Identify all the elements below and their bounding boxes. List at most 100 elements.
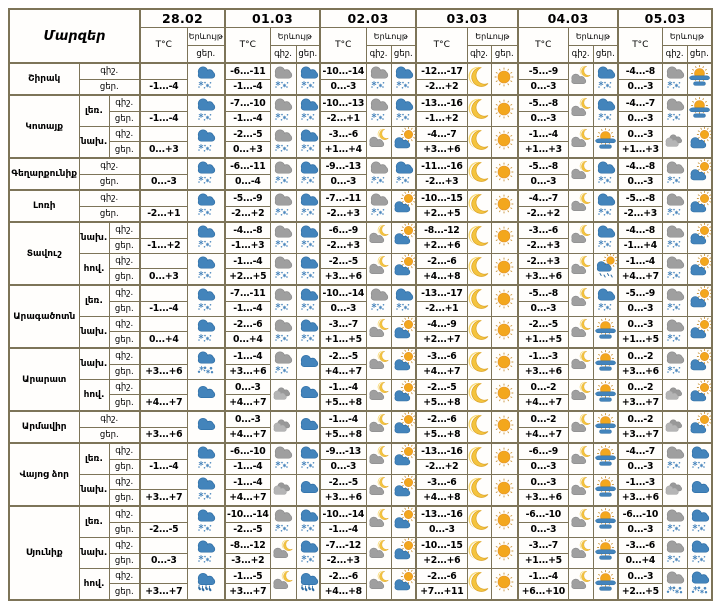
day-temp-cell: +2...+6 xyxy=(415,237,468,255)
day-temp-cell: +5...+8 xyxy=(319,426,367,444)
night-temp-cell: -10...-15 xyxy=(415,537,468,554)
partly-cloudy-day-icon xyxy=(688,317,712,343)
night-temp-cell: -8...-12 xyxy=(224,537,271,554)
night-temp-cell: -1...-3 xyxy=(517,346,569,365)
day-temp-cell: -2...+3 xyxy=(319,237,367,255)
snow-day-icon xyxy=(194,192,218,217)
phenomenon-cell xyxy=(186,505,226,538)
day-temp-cell: -2...+2 xyxy=(415,78,468,96)
day-temp-cell: +4...+7 xyxy=(139,394,188,412)
phenomenon-cell xyxy=(295,94,321,127)
snow-day-icon xyxy=(297,65,319,90)
night-temp-cell: -4...-8 xyxy=(617,220,663,239)
phenomenon-cell xyxy=(390,474,417,507)
phenomenon-cell xyxy=(390,62,417,96)
day-temp-cell: 0...-3 xyxy=(319,78,367,96)
snow-night-icon xyxy=(663,445,686,470)
zone-name: նախ. xyxy=(78,347,110,380)
sun-fog-icon xyxy=(688,97,711,122)
date-header-1: 01.03 xyxy=(224,8,321,28)
phenomenon-cell xyxy=(186,379,226,412)
clear-night-icon xyxy=(468,97,490,122)
zone-name: նախ. xyxy=(78,221,110,254)
phenomenon-cell xyxy=(295,537,321,569)
phenomenon-cell xyxy=(186,410,226,444)
night-row-label: գիշ. xyxy=(78,157,141,175)
night-temp-cell: -7...-12 xyxy=(319,537,367,554)
night-temp-cell xyxy=(139,315,188,333)
phenomenon-cell xyxy=(269,505,297,538)
day-temp-cell: +2...+6 xyxy=(415,552,468,569)
phenomenon-cell xyxy=(269,253,297,286)
day-temp-cell: -1...-4 xyxy=(224,458,271,476)
day-temp-cell: -1...-4 xyxy=(139,78,188,96)
night-temp-cell: -9...-13 xyxy=(319,441,367,460)
phenomenon-cell xyxy=(186,94,226,127)
night-temp-cell: -5...-8 xyxy=(517,157,569,175)
clear-night-icon xyxy=(468,569,490,595)
day-row-label: ցեր. xyxy=(78,205,141,223)
phenomenon-cell xyxy=(567,347,594,380)
cloudy-day-icon xyxy=(194,380,218,406)
snow-night-icon xyxy=(367,287,390,312)
phenomenon-cell xyxy=(466,410,492,444)
partly-cloudy-night-icon xyxy=(367,350,390,375)
phenomenon-cell xyxy=(661,347,688,380)
phenomenon-cell xyxy=(390,94,417,127)
partly-cloudy-day-icon xyxy=(392,507,416,533)
clear-day-icon xyxy=(492,569,516,595)
phenomenon-cell xyxy=(295,316,321,349)
partly-cloudy-night-icon xyxy=(367,508,390,533)
night-temp-cell: -4...-8 xyxy=(224,220,271,239)
snow-night-icon xyxy=(663,317,686,343)
night-subheader: գիշ. xyxy=(269,44,297,64)
partly-cloudy-night-icon xyxy=(367,127,390,153)
forecast-row: Շիրակ գիշ. -6...-11 -10...-14 -12...-17 -5...… xyxy=(8,62,713,96)
phenomenon-cell xyxy=(686,442,713,475)
day-temp-cell: +3...+6 xyxy=(139,363,188,381)
phenomenon-cell xyxy=(686,62,713,96)
night-subheader: գիշ. xyxy=(661,44,688,64)
partly-cloudy-night-icon xyxy=(569,317,592,343)
day-temp-cell: -2...+3 xyxy=(617,205,663,223)
clear-night-icon xyxy=(468,380,490,406)
night-row-label: գիշ. xyxy=(108,220,141,239)
phenomenon-cell xyxy=(592,316,619,349)
phenomenon-cell xyxy=(686,474,713,507)
day-row-label: ցեր. xyxy=(108,110,141,128)
snow-night-icon xyxy=(271,65,295,90)
phenomenon-cell xyxy=(567,94,594,127)
phenomenon-cell xyxy=(295,62,321,96)
snow-night-icon xyxy=(663,192,686,217)
phenomenon-cell xyxy=(592,537,619,569)
day-temp-cell: +4...+7 xyxy=(517,394,569,412)
sun-fog-icon xyxy=(594,475,617,501)
night-temp-cell: -7...-10 xyxy=(224,93,271,112)
phenomenon-cell xyxy=(186,284,226,317)
night-temp-cell: -4...-8 xyxy=(617,62,663,80)
clear-night-icon xyxy=(468,350,490,375)
partly-cloudy-night-icon xyxy=(367,539,390,565)
clear-day-icon xyxy=(492,127,516,153)
snow-night-icon xyxy=(271,192,295,217)
partly-cloudy-night-icon xyxy=(367,317,390,343)
day-temp-cell: +4...+7 xyxy=(319,363,367,381)
day-temp-cell: 0...+4 xyxy=(617,552,663,569)
phenomenon-cell xyxy=(390,221,417,254)
phenomenon-cell xyxy=(365,474,392,507)
phenomenon-cell xyxy=(567,189,594,223)
phenomenon-cell xyxy=(686,157,713,191)
phenomenon-cell xyxy=(466,316,492,349)
partly-cloudy-day-icon xyxy=(392,444,416,470)
partly-cloudy-night-icon xyxy=(367,569,390,595)
night-temp-cell: -3...-6 xyxy=(517,220,569,239)
phenomenon-header: Երևույթ xyxy=(186,26,226,46)
snow-day-icon xyxy=(594,97,617,122)
snow-night-icon xyxy=(663,254,686,280)
date-header-0: 28.02 xyxy=(139,8,226,28)
day-row-label: ցեր. xyxy=(108,521,141,539)
night-temp-cell: -5...-9 xyxy=(517,62,569,80)
day-temp-cell: 0...-3 xyxy=(319,173,367,191)
day-temp-cell: -3...+2 xyxy=(224,552,271,569)
snow-day-icon xyxy=(297,192,319,217)
